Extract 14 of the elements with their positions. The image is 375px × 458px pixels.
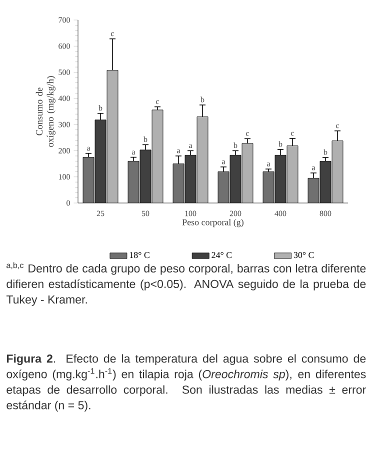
x-axis-title: Peso corporal (g) — [182, 218, 244, 228]
legend-label: 18° C — [130, 252, 150, 258]
bar — [95, 120, 106, 204]
bar — [107, 70, 118, 204]
y-axis-title: Consumo de oxígeno (mg/kg/h) — [36, 76, 56, 147]
bar — [152, 110, 163, 204]
bar — [332, 140, 344, 204]
legend-label: 30° C — [294, 252, 314, 258]
bar — [197, 116, 208, 204]
text: Figura 2. Efecto de la temperatura del agua sobre el consumo de oxígeno (mg.kg$^{-1}$.h$^{-1}$) en tilapia roja (Oreochromis sp), en diferentes etapas de desarrollo corporal. Son ilustradas las medias ± error estándar (n = 5). — [6, 354, 366, 412]
text: $^{a,b,c}$ Dentro de cada grupo de peso corporal, barras con letra diferente difieren estadísticamente (p<0.05). ANOVA seguido de la prueba de Tukey - Kramer. — [6, 262, 366, 306]
bar — [286, 146, 298, 204]
bar — [242, 143, 253, 204]
legend-label: 24° C — [212, 252, 232, 258]
